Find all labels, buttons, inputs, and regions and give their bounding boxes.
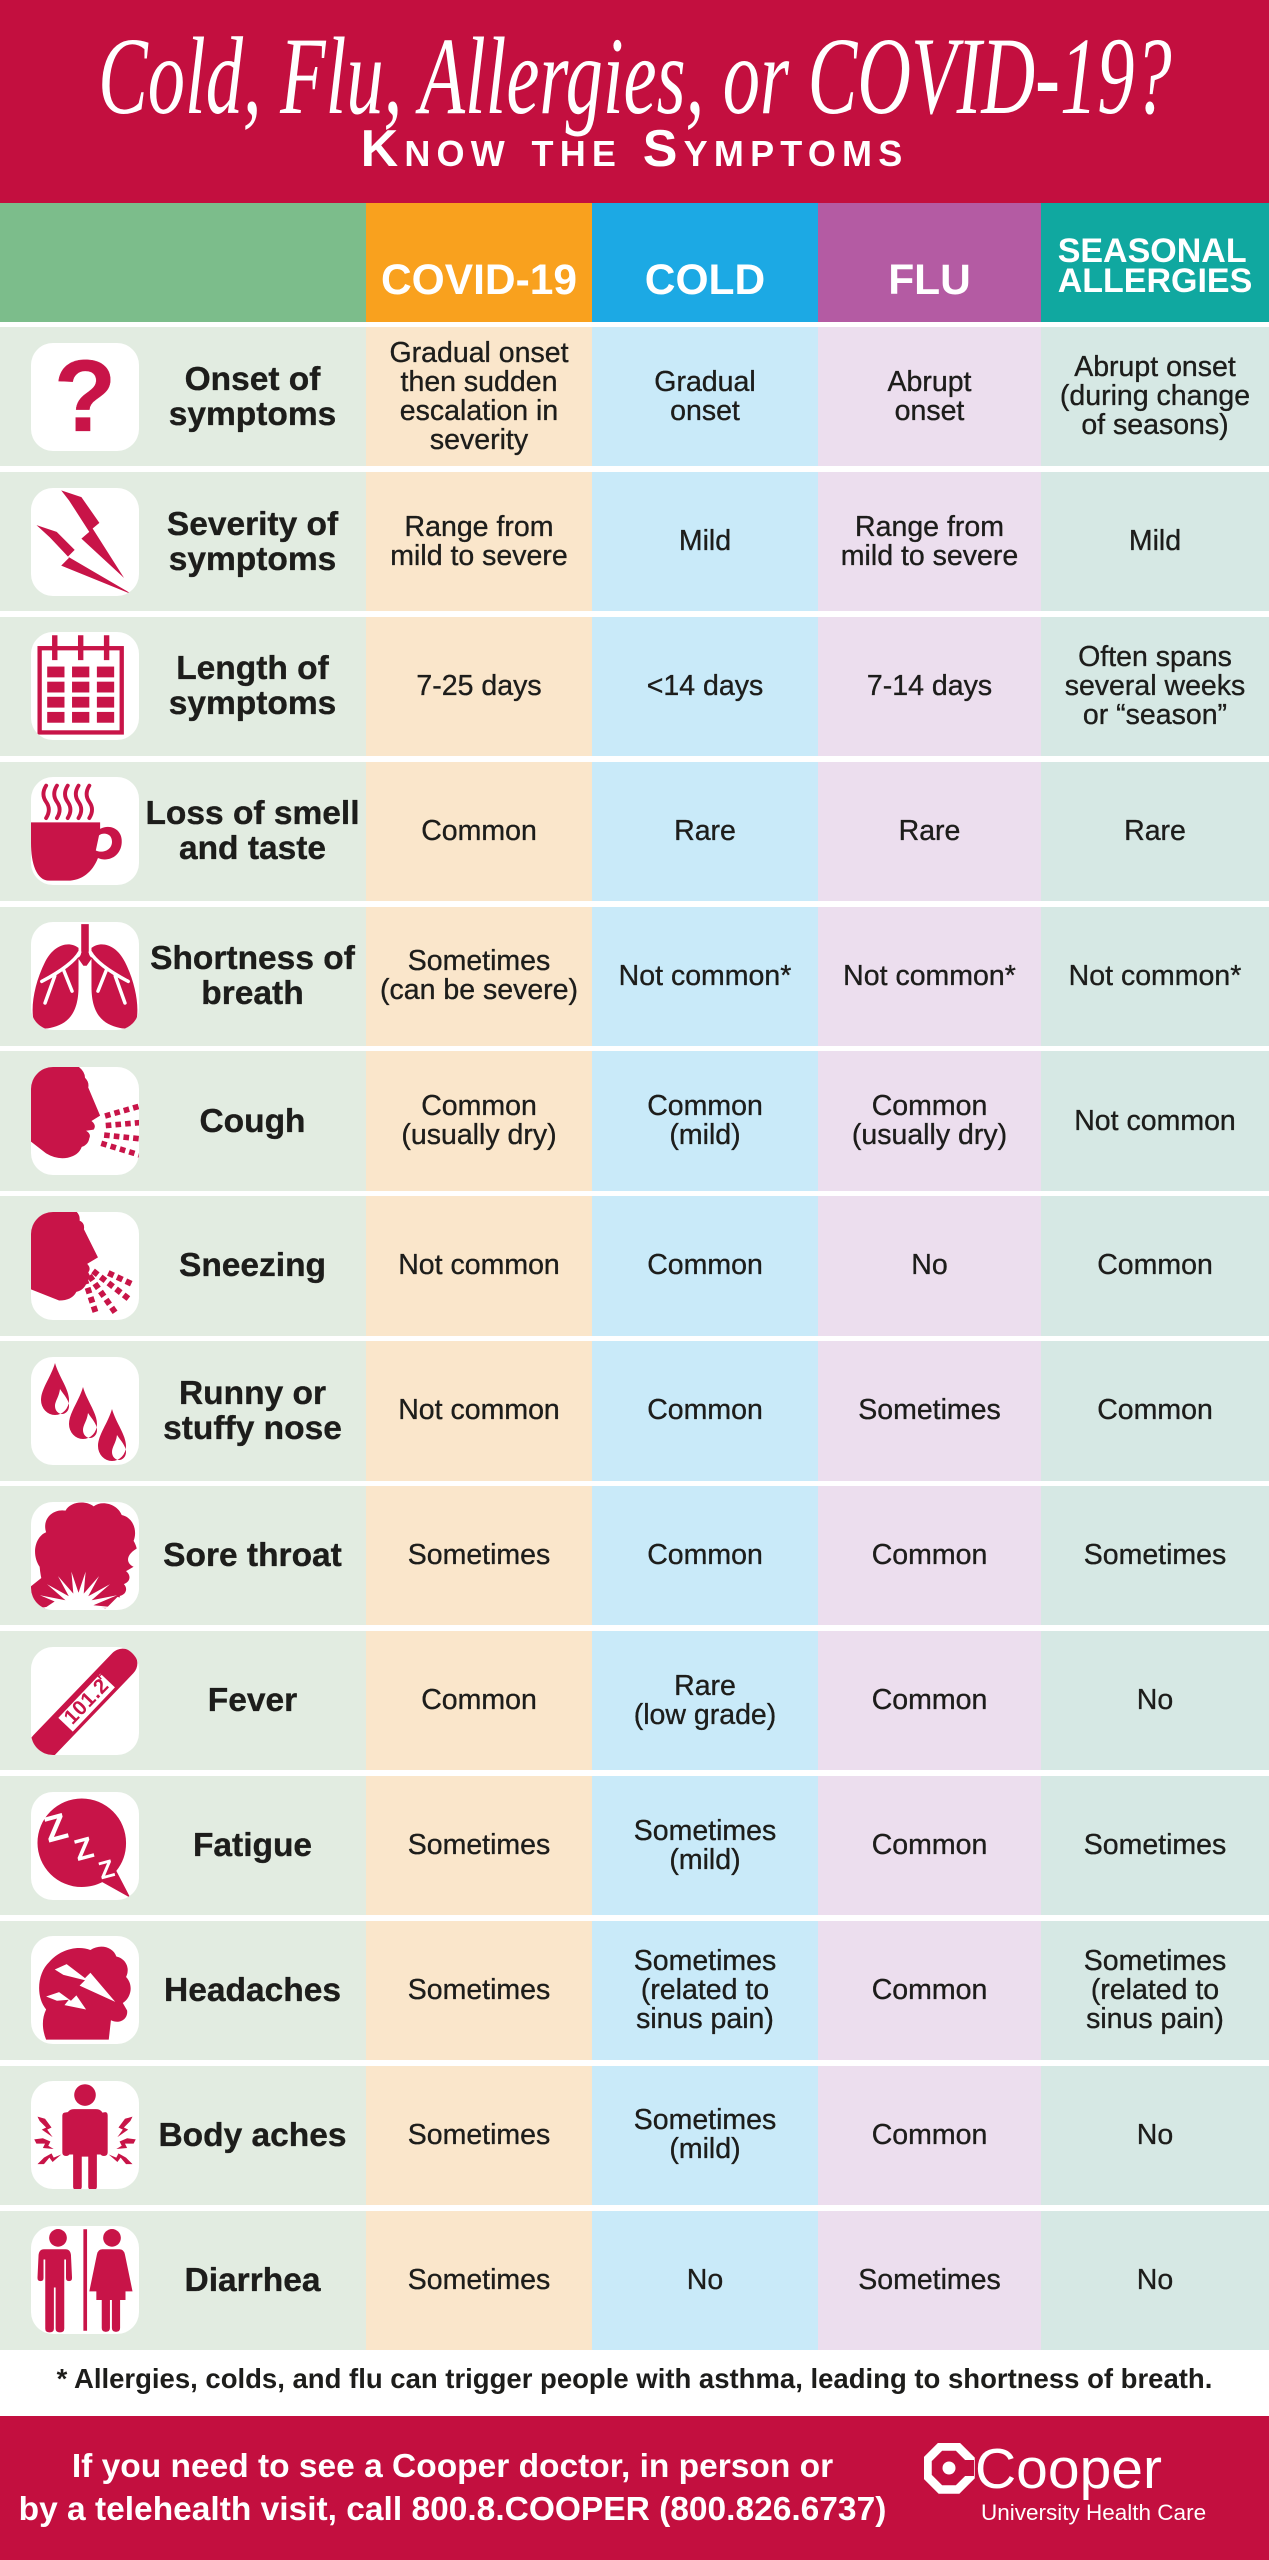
svg-text:Cooper: Cooper xyxy=(975,2443,1162,2501)
svg-text:University Health Care: University Health Care xyxy=(981,2500,1206,2525)
svg-text:Z: Z xyxy=(96,1855,118,1885)
